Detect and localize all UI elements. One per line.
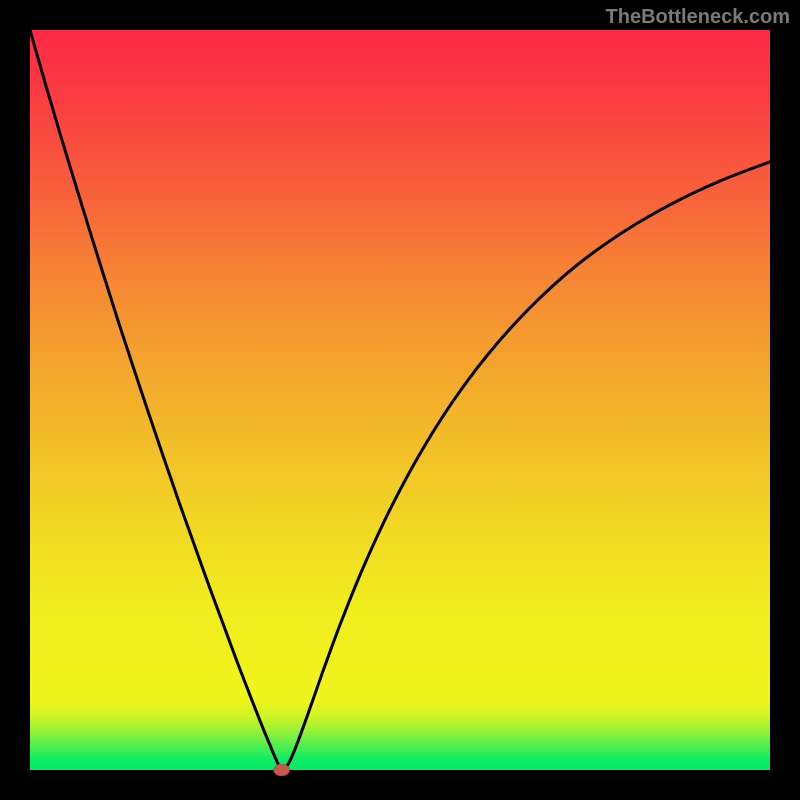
bottleneck-chart — [0, 0, 800, 800]
watermark-text: TheBottleneck.com — [606, 6, 790, 29]
chart-container: { "watermark": { "text": "TheBottleneck.… — [0, 0, 800, 800]
plot-background — [30, 30, 770, 770]
minimum-marker — [274, 764, 290, 776]
